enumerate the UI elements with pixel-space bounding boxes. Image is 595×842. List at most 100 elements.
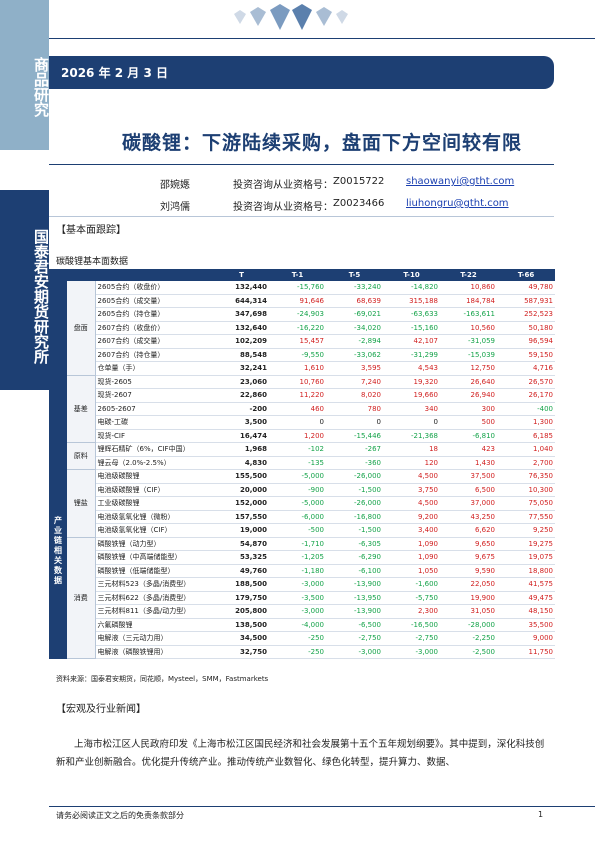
table-change-cell: 42,107 [383, 334, 441, 349]
table-change-cell: 26,570 [497, 375, 556, 389]
table-change-cell: 18 [383, 442, 441, 457]
table-change-cell: 9,250 [497, 523, 556, 538]
table-change-cell: -900 [269, 483, 327, 497]
table-change-cell: -15,760 [269, 281, 327, 295]
table-change-cell: 2,300 [383, 604, 441, 619]
table-value-t: 53,325 [214, 550, 270, 565]
table-value-t: 347,698 [214, 307, 270, 322]
table-row-label: 2607合约（收盘价） [95, 321, 215, 335]
sidebar-company-label: 国泰君安期货研究所 [32, 228, 50, 364]
table-change-cell: -26,000 [326, 469, 384, 484]
table-header-cell: T-1 [269, 269, 327, 281]
table-value-t: 205,800 [214, 604, 270, 619]
table-change-cell: -2,500 [440, 645, 498, 659]
footer-rule [49, 806, 595, 807]
author-email-link[interactable]: liuhongru@gtht.com [406, 198, 509, 209]
table-change-cell: -33,062 [326, 348, 384, 362]
table-value-t: 157,550 [214, 510, 270, 524]
table-row: 三元材料622（多晶/消费型） 179,750 -3,500 -13,950 -5,75… [49, 591, 556, 605]
authors-rule [49, 216, 554, 217]
table-change-cell: 10,760 [269, 375, 327, 389]
news-paragraph: 上海市松江区人民政府印发《上海市松江区国民经济和社会发展第十五个五年规划纲要》。… [56, 739, 545, 768]
table-value-t: 20,000 [214, 483, 270, 497]
table-row: 电解液（磷酸铁锂用） 32,750 -250 -3,000 -3,000 -2,500 11… [49, 645, 556, 659]
table-change-cell: -6,000 [269, 510, 327, 524]
table-change-cell: 96,594 [497, 334, 556, 349]
table-change-cell: -13,950 [326, 591, 384, 605]
table-change-cell: 37,000 [440, 496, 498, 511]
table-value-t: 32,750 [214, 645, 270, 659]
table-value-t: 23,060 [214, 375, 270, 389]
table-change-cell: -6,810 [440, 429, 498, 443]
table-change-cell: 315,188 [383, 294, 441, 308]
table-change-cell: -3,000 [326, 645, 384, 659]
table-change-cell: -1,500 [326, 523, 384, 538]
diamond-logo-icon [234, 4, 348, 30]
table-change-cell: 18,800 [497, 564, 556, 578]
table-row-label: 2607合约（持仓量） [95, 348, 215, 362]
table-subcategory-cell: 消费 [67, 537, 96, 659]
table-change-cell: 75,050 [497, 496, 556, 511]
table-change-cell: 4,716 [497, 361, 556, 376]
table-value-t: 138,500 [214, 618, 270, 632]
table-change-cell: 120 [383, 456, 441, 470]
table-change-cell: 15,457 [269, 334, 327, 349]
table-value-t: 188,500 [214, 577, 270, 592]
table-change-cell: -16,220 [269, 321, 327, 335]
table-change-cell: -63,633 [383, 307, 441, 322]
date-bar: 2026 年 2 月 3 日 [49, 56, 554, 89]
table-change-cell: 184,784 [440, 294, 498, 308]
table-change-cell: 3,400 [383, 523, 441, 538]
table-change-cell: 31,050 [440, 604, 498, 619]
table-change-cell: -4,000 [269, 618, 327, 632]
table-change-cell: 11,750 [497, 645, 556, 659]
table-change-cell: -500 [269, 523, 327, 538]
table-change-cell: 7,240 [326, 375, 384, 389]
sidebar-top-band [0, 0, 49, 150]
author-cert-no: Z0015722 [333, 176, 385, 187]
table-change-cell: 10,300 [497, 483, 556, 497]
table-value-t: 22,860 [214, 388, 270, 403]
table-row: 三元材料523（多晶/消费型） 188,500 -3,000 -13,900 -1,60… [49, 577, 556, 592]
source-note: 资料来源：国泰君安期货，同花顺，Mysteel，SMM，Fastmarkets [56, 675, 269, 683]
table-change-cell: -1,500 [326, 483, 384, 497]
table-row: 六氟磷酸锂 138,500 -4,000 -6,500 -16,500 -28,000 35… [49, 618, 556, 632]
table-value-t: 102,209 [214, 334, 270, 349]
table-value-t: -200 [214, 402, 270, 416]
table-change-cell: 48,150 [497, 604, 556, 619]
table-change-cell: 0 [383, 415, 441, 430]
table-change-cell: -69,021 [326, 307, 384, 322]
table-value-t: 1,968 [214, 442, 270, 457]
table-change-cell: 37,500 [440, 469, 498, 484]
table-change-cell: 76,350 [497, 469, 556, 484]
table-change-cell: -135 [269, 456, 327, 470]
table-value-t: 54,870 [214, 537, 270, 551]
table-change-cell: 49,475 [497, 591, 556, 605]
table-row-label: 磷酸铁锂（动力型） [95, 537, 215, 551]
table-row-label: 锂云母（2.0%-2.5%） [95, 456, 215, 470]
table-change-cell: -6,305 [326, 537, 384, 551]
table-change-cell: 8,020 [326, 388, 384, 403]
table-change-cell: -15,039 [440, 348, 498, 362]
table-change-cell: 500 [440, 415, 498, 430]
author-email-link[interactable]: shaowanyi@gtht.com [406, 176, 515, 187]
table-change-cell: -31,299 [383, 348, 441, 362]
table-row-label: 磷酸铁锂（中高端储能型） [95, 550, 215, 565]
table-change-cell: 9,000 [497, 631, 556, 646]
table-change-cell: 3,595 [326, 361, 384, 376]
table-row: 2607合约（持仓量） 88,548 -9,550 -33,062 -31,299 -15… [49, 348, 556, 362]
table-change-cell: -2,250 [440, 631, 498, 646]
table-change-cell: 6,500 [440, 483, 498, 497]
table-change-cell: -31,059 [440, 334, 498, 349]
table-change-cell: 68,639 [326, 294, 384, 308]
table-change-cell: -15,446 [326, 429, 384, 443]
table-change-cell: -6,500 [326, 618, 384, 632]
table-subcategory-cell: 锂盐 [67, 469, 96, 538]
table-change-cell: -34,020 [326, 321, 384, 335]
report-date: 2026 年 2 月 3 日 [61, 66, 168, 80]
table-change-cell: 780 [326, 402, 384, 416]
table-change-cell: -6,100 [326, 564, 384, 578]
table-header-blank [49, 269, 215, 281]
table-row: 盘面 2605合约（收盘价） 132,440 -15,760 -33,240 -14,82… [49, 281, 556, 443]
table-change-cell: -21,368 [383, 429, 441, 443]
